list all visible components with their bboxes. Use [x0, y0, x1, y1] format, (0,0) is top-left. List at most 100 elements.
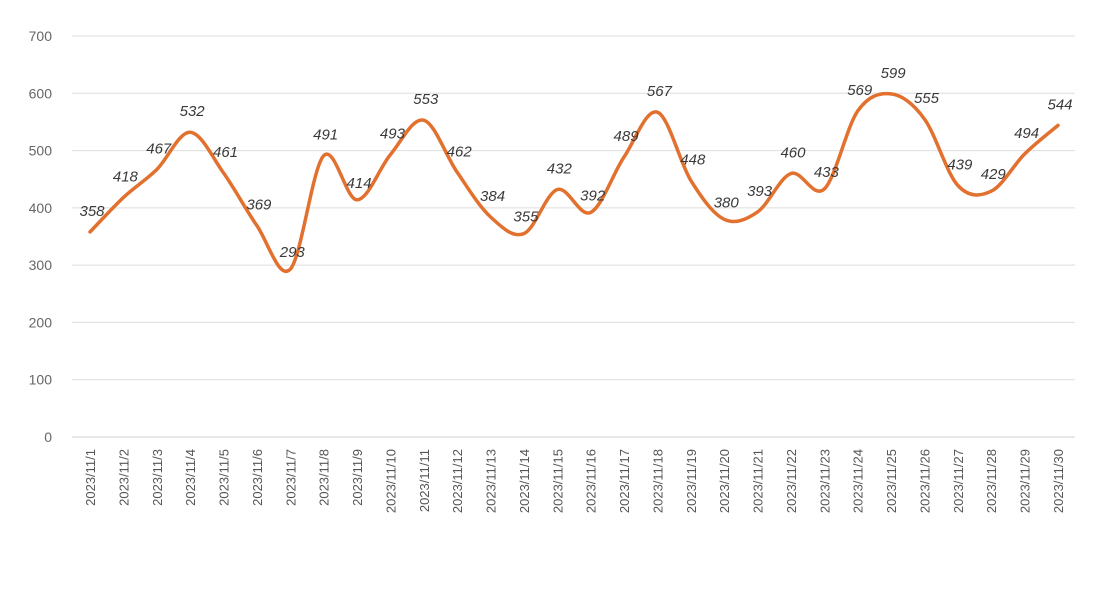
data-label: 433 [814, 164, 840, 181]
x-tick-label: 2023/11/22 [784, 449, 799, 513]
x-tick-label: 2023/11/7 [283, 449, 298, 506]
data-point [989, 189, 993, 193]
data-point [288, 267, 292, 271]
y-tick-label: 600 [29, 85, 53, 101]
x-axis-ticks: 2023/11/1 2023/11/2 2023/11/3 2023/11/4 2023… [83, 449, 1066, 513]
data-point [121, 196, 125, 200]
x-tick-label: 2023/11/21 [751, 449, 766, 513]
y-tick-label: 500 [29, 143, 53, 159]
data-label: 553 [413, 91, 439, 108]
data-point [722, 217, 726, 221]
x-tick-label: 2023/11/29 [1018, 449, 1033, 513]
x-tick-label: 2023/11/9 [350, 449, 365, 506]
data-label: 467 [146, 140, 172, 157]
x-tick-label: 2023/11/11 [417, 449, 432, 512]
data-label: 460 [780, 144, 806, 161]
x-tick-label: 2023/11/28 [984, 449, 999, 513]
data-point [455, 170, 459, 174]
data-label: 493 [380, 126, 406, 143]
x-tick-label: 2023/11/5 [217, 449, 232, 506]
data-label: 494 [1014, 125, 1039, 142]
data-label: 532 [180, 103, 206, 120]
data-label: 369 [246, 197, 272, 214]
gridlines [72, 35, 1075, 438]
x-tick-label: 2023/11/17 [617, 449, 632, 513]
data-label: 392 [580, 187, 606, 204]
data-label: 429 [981, 166, 1007, 183]
data-point [88, 230, 92, 234]
data-point [822, 187, 826, 191]
data-label: 567 [647, 83, 673, 100]
data-label: 569 [847, 82, 873, 99]
y-tick-label: 300 [29, 257, 53, 273]
data-point [388, 153, 392, 157]
data-point [956, 184, 960, 188]
x-tick-label: 2023/11/12 [450, 449, 465, 513]
data-label: 384 [480, 188, 505, 205]
data-point [889, 92, 893, 96]
data-point [155, 167, 159, 171]
data-point [689, 178, 693, 182]
y-axis-ticks: 0 100 200 300 400 500 600 700 [29, 28, 53, 445]
data-label: 380 [714, 194, 740, 211]
data-point [255, 224, 259, 228]
x-tick-label: 2023/11/13 [484, 449, 499, 513]
data-label: 461 [213, 144, 238, 161]
data-point [622, 155, 626, 159]
x-tick-label: 2023/11/16 [584, 449, 599, 513]
data-point [355, 198, 359, 202]
x-tick-label: 2023/11/30 [1051, 449, 1066, 513]
y-tick-label: 400 [29, 200, 53, 216]
series-line-layer [88, 91, 1060, 274]
x-tick-label: 2023/11/23 [817, 449, 832, 513]
x-tick-label: 2023/11/14 [517, 449, 532, 513]
data-point [489, 215, 493, 219]
x-tick-label: 2023/11/15 [550, 449, 565, 513]
y-tick-label: 0 [44, 429, 52, 445]
data-label: 439 [947, 157, 973, 174]
data-point [422, 118, 426, 122]
data-label: 555 [914, 90, 940, 107]
x-tick-label: 2023/11/25 [884, 449, 899, 513]
data-label: 599 [881, 65, 907, 82]
x-tick-label: 2023/11/10 [383, 449, 398, 513]
data-point [655, 110, 659, 114]
data-point [555, 188, 559, 192]
x-tick-label: 2023/11/2 [116, 449, 131, 506]
data-point [188, 130, 192, 134]
x-tick-label: 2023/11/19 [684, 449, 699, 513]
x-tick-label: 2023/11/27 [951, 449, 966, 513]
x-tick-label: 2023/11/3 [150, 449, 165, 506]
x-tick-label: 2023/11/4 [183, 449, 198, 506]
data-label: 358 [79, 203, 105, 220]
x-tick-label: 2023/11/8 [317, 449, 332, 506]
data-label: 393 [747, 183, 773, 200]
x-tick-label: 2023/11/18 [650, 449, 665, 513]
data-point [789, 171, 793, 175]
series-line [88, 91, 1060, 274]
y-tick-label: 700 [29, 28, 53, 44]
y-tick-label: 200 [29, 314, 53, 330]
data-label: 462 [447, 143, 473, 160]
data-point [922, 117, 926, 121]
data-label: 489 [614, 128, 640, 145]
data-label: 418 [113, 169, 139, 186]
data-point [322, 154, 326, 158]
x-tick-label: 2023/11/1 [83, 449, 98, 506]
data-label: 432 [547, 161, 573, 178]
data-point [1056, 123, 1060, 127]
data-point [756, 210, 760, 214]
data-point [1023, 152, 1027, 156]
data-label: 491 [313, 127, 338, 144]
data-point [589, 210, 593, 214]
data-label: 293 [279, 244, 306, 261]
y-tick-label: 100 [29, 372, 53, 388]
data-label: 355 [513, 209, 539, 226]
data-point [856, 109, 860, 113]
data-label: 448 [680, 151, 706, 168]
x-tick-label: 2023/11/20 [717, 449, 732, 513]
data-label: 414 [347, 175, 372, 192]
x-tick-label: 2023/11/6 [250, 449, 265, 506]
